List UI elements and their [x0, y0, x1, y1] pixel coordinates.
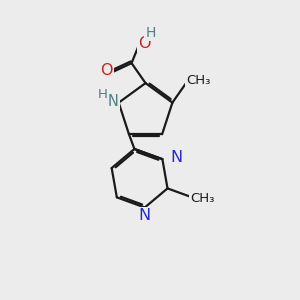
Text: O: O: [139, 36, 151, 51]
Text: O: O: [100, 63, 112, 78]
Text: CH₃: CH₃: [186, 74, 211, 87]
Text: H: H: [146, 26, 156, 40]
Text: H: H: [98, 88, 107, 101]
Text: N: N: [138, 208, 150, 223]
Text: N: N: [171, 150, 183, 165]
Text: N: N: [108, 94, 119, 109]
Text: CH₃: CH₃: [190, 191, 214, 205]
